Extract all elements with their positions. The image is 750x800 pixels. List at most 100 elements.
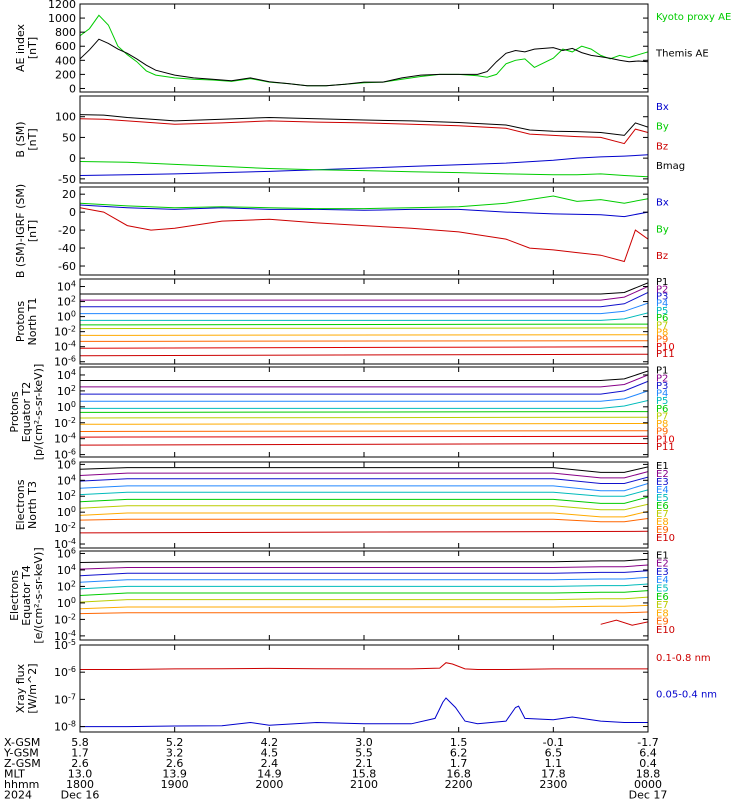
legend-item: 0.05-0.4 nm <box>656 689 717 700</box>
y-tick-label: -40 <box>58 242 76 255</box>
legend-item: By <box>656 224 669 235</box>
y-tick-label: 10-2 <box>54 612 76 626</box>
panel-frame <box>79 461 649 549</box>
legend-xray: 0.1-0.8 nm 0.05-0.4 nm <box>656 653 717 700</box>
series-group <box>80 282 648 357</box>
legend-item: P6 <box>656 404 668 415</box>
legend-item: Bz <box>656 141 668 152</box>
series-line-by <box>80 195 648 210</box>
time-axis-value: 2100 <box>350 778 378 791</box>
panel-frame <box>79 95 649 184</box>
y-axis-label: Protons <box>8 391 21 432</box>
y-tick-label: 10-6 <box>54 355 76 369</box>
y-tick-label: 100 <box>55 111 76 124</box>
time-axis-value: 1.7 <box>71 747 89 760</box>
time-axis-table: X-GSM 5.8 5.2 4.2 3.0 1.5 -0.1 -1.7 Y-GSM 1.7 3.2 4… <box>3 736 667 800</box>
series-line-p8 <box>80 334 648 336</box>
y-tick-label: 10-6 <box>54 665 76 679</box>
start-date-label: Dec 16 <box>61 789 100 800</box>
legend-item: P3 <box>656 292 668 303</box>
y-tick-label: 20 <box>62 188 76 201</box>
series-line-e9 <box>80 518 648 523</box>
legend-item: E7 <box>656 509 669 520</box>
time-axis-value: 6.4 <box>639 747 657 760</box>
time-axis-value: 0000 <box>634 778 662 791</box>
series-line-p5 <box>80 312 648 321</box>
panel-en: 106 104 102 100 10-2 10-4 Electrons North T3 <box>14 457 649 551</box>
series-line-e5 <box>80 583 648 590</box>
series-line-p10 <box>80 435 648 438</box>
time-axis-value: -1.7 <box>637 736 658 749</box>
y-tick-label: 104 <box>57 280 76 294</box>
series-line-kyoto-proxy-ae <box>80 14 648 87</box>
time-axis-value: 13.0 <box>68 768 93 781</box>
y-tick-label: 10-6 <box>54 448 76 462</box>
y-tick-label: 10-2 <box>54 325 76 339</box>
time-axis-value: 2000 <box>255 778 283 791</box>
legend-item: P8 <box>656 327 668 338</box>
time-axis-value: 3.2 <box>166 747 184 760</box>
legend-item: E4 <box>656 485 669 496</box>
series-group <box>80 558 648 626</box>
y-tick-label: 104 <box>57 563 76 577</box>
series-line-p10 <box>80 346 648 349</box>
series-line-e9 <box>80 611 648 615</box>
y-tick-label: 104 <box>57 473 76 487</box>
time-axis-value: 1.7 <box>450 757 468 770</box>
time-axis-value: 3.0 <box>355 736 373 749</box>
series-line-p9 <box>80 430 648 432</box>
legend-item: E5 <box>656 493 669 504</box>
time-axis-value: 1.5 <box>450 736 468 749</box>
series-line-p2 <box>80 286 648 301</box>
series-line-bmag <box>80 114 648 136</box>
series-line-bx <box>80 154 648 176</box>
time-axis-value: 2300 <box>539 778 567 791</box>
time-axis-value: 6.2 <box>450 747 468 760</box>
time-axis-value: 1900 <box>161 778 189 791</box>
series-line-e2 <box>80 564 648 570</box>
series-line-by <box>80 161 648 178</box>
series-line-themis-ae <box>80 38 648 87</box>
y-tick-label: 100 <box>57 505 76 519</box>
legend-item: P2 <box>656 373 668 384</box>
panel-ee: 106 104 102 100 10-2 10-4 Electrons Equator T4[… <box>8 546 649 644</box>
y-axis-label: B (SM) <box>14 121 27 157</box>
time-axis-row-label: Z-GSM <box>4 757 41 770</box>
end-date-label: Dec 17 <box>629 789 668 800</box>
panel-bigrf: -60 -40 -20 0 20 B (SM)-IGRF (SM) [nT] <box>14 184 649 278</box>
legend-item: E9 <box>656 617 669 628</box>
time-axis-row-label: hhmm <box>4 778 39 791</box>
series-line-p4 <box>80 390 648 402</box>
legend-item: 0.1-0.8 nm <box>656 653 711 664</box>
y-tick-label: 800 <box>55 26 76 39</box>
time-axis-value: 16.8 <box>446 768 471 781</box>
y-axis-label: [W/m^2] <box>26 663 39 713</box>
series-line-p6 <box>80 411 648 413</box>
y-tick-label: 106 <box>57 546 76 560</box>
series-line-p5 <box>80 400 648 409</box>
legend-item: P7 <box>656 320 668 331</box>
time-axis-value: 0.4 <box>639 757 657 770</box>
y-tick-label: 0 <box>69 152 76 165</box>
series-group <box>80 466 648 534</box>
y-axis-label: Equator T4 <box>20 565 33 625</box>
series-line-e1 <box>80 558 648 563</box>
series-line-e6 <box>80 590 648 596</box>
legend-item: P11 <box>656 349 675 360</box>
legend-bigrf: Bx By Bz <box>656 198 669 262</box>
y-tick-label: 106 <box>57 457 76 471</box>
series-group <box>80 14 648 87</box>
y-tick-label: 10-2 <box>54 416 76 430</box>
panel-xray: 10-5 10-6 10-7 10-8 Xray flux [W/m^2] <box>14 638 649 734</box>
series-line-p8 <box>80 423 648 425</box>
series-line-p3 <box>80 292 648 308</box>
legend-item: E9 <box>656 525 669 536</box>
series-line-p11 <box>80 353 648 357</box>
panel-frame <box>79 186 649 276</box>
series-line-e6 <box>80 496 648 504</box>
panel-frame <box>79 3 649 93</box>
series-line-p2 <box>80 374 648 388</box>
